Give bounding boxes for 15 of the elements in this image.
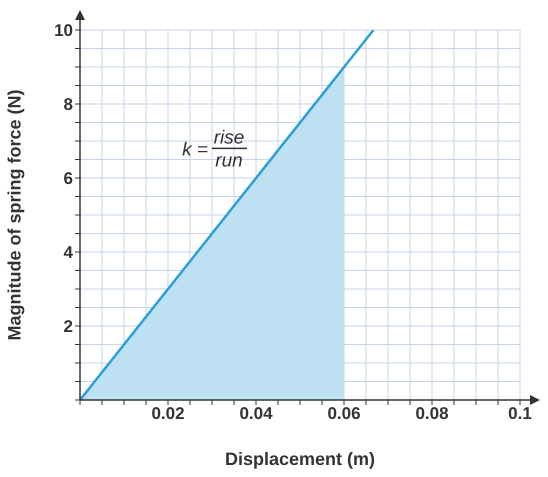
y-tick-label: 2 [64,317,73,336]
annotation: k = [182,139,208,160]
x-tick-label: 0.1 [508,404,532,424]
y-axis-title: Magnitude of spring force (N) [4,90,24,340]
annotation: rise [214,127,244,148]
x-tick-label: 0.04 [239,404,274,424]
x-axis-title: Displacement (m) [224,449,376,469]
x-tick-label: 0.06 [327,404,361,424]
y-tick-label: 4 [64,243,74,262]
y-tick-label: 6 [64,169,73,188]
x-tick-label: 0.08 [415,404,449,424]
y-tick-label: 10 [54,21,73,40]
x-tick-label: 0.02 [151,404,185,424]
annotation: run [215,150,243,172]
y-tick-label: 8 [64,95,73,114]
